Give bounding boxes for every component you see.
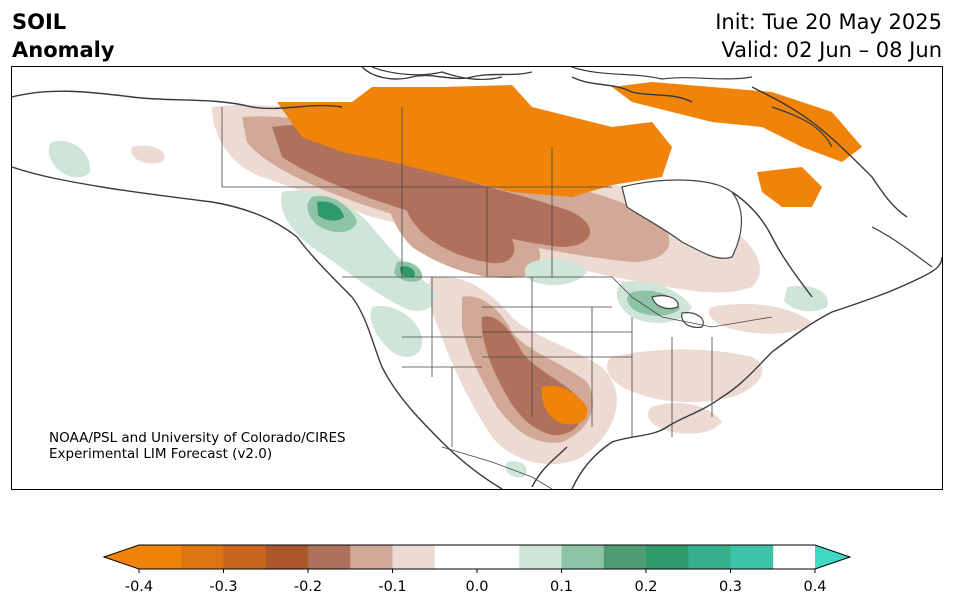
valid-range: Valid: 02 Jun – 08 Jun bbox=[721, 38, 942, 62]
anomaly-fill-strong bbox=[277, 82, 862, 425]
colorbar-extend-high bbox=[815, 545, 850, 569]
colorbar-bin bbox=[561, 545, 605, 569]
title-line-2: Anomaly bbox=[12, 38, 115, 62]
colorbar-bin bbox=[181, 545, 224, 569]
political-borders bbox=[221, 107, 773, 489]
colorbar-bin bbox=[434, 545, 520, 569]
colorbar-bin bbox=[139, 545, 182, 569]
colorbar-bin bbox=[603, 545, 647, 569]
anomaly-map bbox=[12, 67, 942, 489]
credit-line-1: NOAA/PSL and University of Colorado/CIRE… bbox=[49, 430, 346, 446]
anomaly-fill-green-dark bbox=[317, 201, 415, 278]
init-date: Init: Tue 20 May 2025 bbox=[715, 10, 942, 34]
colorbar-bin bbox=[392, 545, 436, 569]
coastlines bbox=[12, 67, 942, 489]
credit-line-2: Experimental LIM Forecast (v2.0) bbox=[49, 446, 273, 462]
title-line-1: SOIL bbox=[12, 10, 67, 34]
colorbar-bin bbox=[730, 545, 774, 569]
colorbar-bin bbox=[308, 545, 351, 569]
colorbar-tick-label: 0.3 bbox=[719, 579, 742, 595]
colorbar-tick-label: -0.4 bbox=[125, 579, 153, 595]
colorbar-bin bbox=[688, 545, 731, 569]
colorbar-bin bbox=[646, 545, 689, 569]
arctic-islands bbox=[371, 67, 933, 268]
water-bodies bbox=[621, 179, 743, 328]
colorbar-bin bbox=[519, 545, 562, 569]
forecast-dates: Init: Tue 20 May 2025 Valid: 02 Jun – 08… bbox=[715, 8, 942, 64]
colorbar-extend-low bbox=[104, 545, 139, 569]
colorbar-tick-label: 0.0 bbox=[465, 579, 488, 595]
map-title: SOIL Anomaly bbox=[12, 8, 115, 64]
colorbar-tick-label: 0.1 bbox=[550, 579, 573, 595]
colorbar-tick-label: -0.3 bbox=[209, 579, 237, 595]
map-panel bbox=[11, 66, 943, 490]
colorbar-bin bbox=[223, 545, 267, 569]
colorbar-bin bbox=[350, 545, 393, 569]
colorbar-tick-label: 0.2 bbox=[634, 579, 657, 595]
credit-text: NOAA/PSL and University of Colorado/CIRE… bbox=[49, 430, 346, 462]
colorbar-tick-label: 0.4 bbox=[803, 579, 826, 595]
colorbar-tick-label: -0.1 bbox=[378, 579, 406, 595]
colorbar-tick-label: -0.2 bbox=[294, 579, 322, 595]
colorbar-bin bbox=[265, 545, 309, 569]
